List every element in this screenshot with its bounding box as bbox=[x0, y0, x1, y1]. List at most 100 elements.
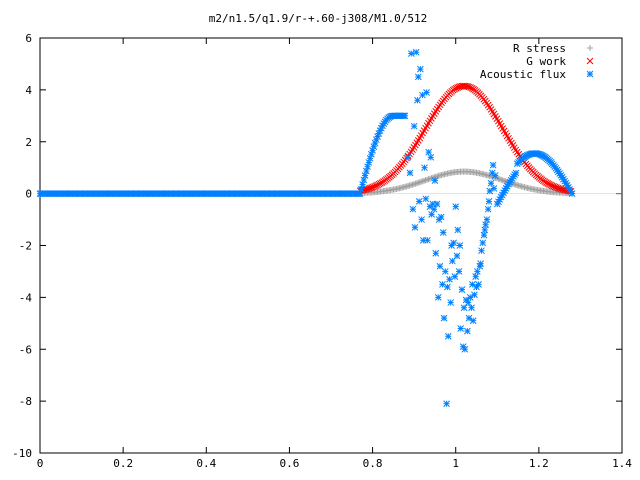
data-point bbox=[458, 286, 466, 293]
data-point bbox=[424, 176, 431, 183]
data-point bbox=[421, 164, 428, 172]
data-point bbox=[424, 236, 431, 244]
data-point bbox=[441, 268, 449, 275]
data-point bbox=[427, 153, 435, 161]
data-point bbox=[425, 148, 433, 156]
data-point bbox=[485, 198, 493, 205]
legend-marker bbox=[586, 57, 594, 65]
data-point bbox=[481, 226, 489, 234]
data-point bbox=[414, 73, 422, 81]
x-tick-label: 1.2 bbox=[529, 457, 549, 470]
x-tick-label: 0.6 bbox=[279, 457, 299, 470]
data-point bbox=[453, 252, 461, 260]
data-point bbox=[356, 190, 364, 197]
data-point bbox=[434, 294, 442, 301]
y-tick-label: 6 bbox=[25, 32, 32, 45]
data-point bbox=[468, 304, 475, 312]
data-point bbox=[436, 262, 444, 270]
data-point bbox=[409, 205, 417, 213]
chart-title: m2/n1.5/q1.9/r-+.60-j308/M1.0/512 bbox=[209, 12, 428, 25]
data-point bbox=[410, 122, 418, 130]
y-tick-label: 2 bbox=[25, 136, 32, 149]
y-tick-label: 0 bbox=[25, 188, 32, 201]
series-layer bbox=[36, 48, 576, 408]
data-point bbox=[366, 154, 374, 162]
data-point bbox=[418, 216, 425, 223]
data-point bbox=[484, 205, 492, 213]
data-point bbox=[444, 332, 452, 340]
data-point bbox=[357, 185, 365, 193]
data-point bbox=[444, 283, 451, 291]
data-point bbox=[401, 112, 409, 120]
data-point bbox=[495, 175, 502, 182]
legend-label: Acoustic flux bbox=[480, 68, 566, 81]
data-point bbox=[469, 317, 477, 325]
data-point bbox=[475, 281, 482, 288]
data-point bbox=[412, 48, 420, 56]
y-tick-label: -4 bbox=[19, 291, 33, 304]
data-point bbox=[359, 181, 366, 188]
data-point bbox=[489, 161, 497, 169]
data-point bbox=[361, 172, 369, 179]
data-point bbox=[464, 327, 471, 335]
data-point bbox=[452, 203, 460, 210]
data-point bbox=[432, 249, 440, 257]
data-point bbox=[417, 65, 424, 73]
data-point bbox=[496, 176, 503, 183]
data-point bbox=[428, 211, 435, 218]
data-point bbox=[450, 239, 457, 247]
data-point bbox=[491, 172, 499, 179]
data-point bbox=[437, 213, 445, 221]
x-tick-label: 0.8 bbox=[363, 457, 383, 470]
x-tick-label: 0 bbox=[37, 457, 44, 470]
data-point bbox=[456, 242, 464, 249]
x-tick-label: 0.2 bbox=[113, 457, 133, 470]
x-tick-label: 1 bbox=[452, 457, 459, 470]
data-point bbox=[499, 177, 506, 184]
data-point bbox=[455, 268, 463, 275]
y-tick-label: -6 bbox=[19, 343, 32, 356]
y-tick-label: -8 bbox=[19, 395, 32, 408]
data-point bbox=[431, 177, 439, 185]
data-point bbox=[365, 159, 373, 166]
data-point bbox=[419, 178, 426, 185]
data-point bbox=[451, 273, 459, 280]
data-point bbox=[457, 325, 465, 332]
data-point bbox=[414, 96, 421, 104]
data-point bbox=[487, 179, 495, 187]
data-point bbox=[446, 275, 453, 283]
data-point bbox=[498, 176, 505, 183]
data-point bbox=[472, 273, 480, 280]
data-point bbox=[501, 177, 508, 184]
plot-frame bbox=[39, 37, 623, 454]
data-point bbox=[483, 216, 491, 223]
data-point bbox=[407, 50, 415, 57]
data-point bbox=[422, 177, 429, 184]
x-tick-label: 1.4 bbox=[612, 457, 632, 470]
data-point bbox=[454, 226, 462, 234]
data-point bbox=[479, 239, 487, 247]
y-tick-label: 4 bbox=[25, 84, 32, 97]
y-axis: 6 4 2 0 -2 -4 -6 -8 -10 bbox=[12, 32, 622, 460]
data-point bbox=[478, 247, 485, 255]
data-point bbox=[464, 299, 472, 306]
data-point bbox=[404, 153, 412, 161]
data-point bbox=[443, 400, 450, 408]
data-point bbox=[440, 314, 448, 322]
data-point bbox=[482, 221, 489, 229]
data-point bbox=[364, 163, 371, 171]
data-point bbox=[460, 304, 468, 312]
data-point bbox=[439, 229, 447, 236]
data-point bbox=[433, 200, 441, 208]
legend-marker bbox=[587, 45, 593, 51]
data-point bbox=[568, 190, 576, 197]
data-point bbox=[422, 195, 430, 203]
y-tick-label: -2 bbox=[19, 240, 32, 253]
data-point bbox=[430, 205, 438, 213]
x-tick-label: 0.4 bbox=[196, 457, 216, 470]
data-point bbox=[477, 260, 485, 268]
data-point bbox=[421, 177, 428, 184]
data-point bbox=[447, 299, 455, 306]
